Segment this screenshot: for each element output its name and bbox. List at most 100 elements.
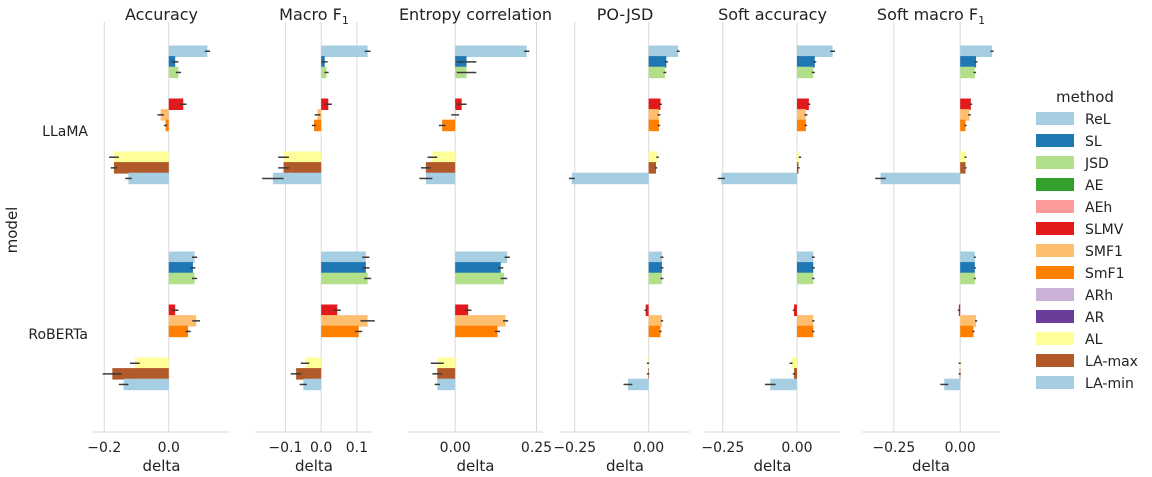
x-tick-label: −0.25	[553, 440, 596, 456]
bar-jsd	[960, 272, 975, 285]
bar-slmv	[168, 98, 184, 110]
bar-slmv	[796, 98, 809, 110]
bar-slmv	[960, 98, 971, 110]
legend-label: AEh	[1085, 200, 1112, 216]
bar-smf1	[960, 109, 970, 121]
bar-la-min	[272, 172, 322, 185]
bar-al	[432, 151, 456, 163]
x-tick-label: 0.0	[310, 440, 332, 456]
legend-swatch	[1036, 288, 1074, 301]
legend-swatch	[1036, 200, 1074, 213]
x-tick-label: 0.0	[158, 440, 180, 456]
bar-smf1	[314, 119, 322, 132]
bar-la-max	[648, 162, 657, 174]
bar-smf1	[455, 315, 506, 327]
bar-smf1	[321, 325, 359, 338]
panel-title-text: PO-JSD	[597, 5, 654, 24]
bar-smf1	[455, 325, 498, 338]
bar-sl	[321, 262, 366, 274]
bar-la-max	[794, 368, 797, 380]
bar-jsd	[796, 272, 814, 285]
legend-label: LA-min	[1085, 376, 1134, 392]
bar-al	[796, 151, 800, 163]
panel-title-text: Macro F	[279, 5, 342, 24]
panel-title: Soft macro F1	[877, 5, 985, 27]
x-tick-label: −0.1	[268, 440, 302, 456]
bar-smf1	[796, 119, 806, 132]
bar-slmv	[794, 304, 797, 316]
panel-title-text: Soft accuracy	[718, 5, 827, 24]
bar-smf1	[796, 325, 814, 338]
bar-slmv	[645, 304, 649, 316]
bar-jsd	[648, 272, 662, 285]
legend-swatch	[1036, 156, 1074, 169]
x-axis-label: delta	[754, 457, 792, 475]
bar-smf1	[442, 119, 456, 132]
bar-al	[960, 151, 966, 163]
bar-al	[134, 357, 169, 369]
bar-rel	[796, 251, 814, 263]
bar-la-max	[283, 162, 322, 174]
bar-la-min	[944, 378, 961, 391]
x-tick-label: 0.00	[633, 440, 664, 456]
bar-sl	[960, 56, 977, 68]
bar-rel	[455, 251, 508, 263]
bar-sl	[796, 262, 814, 274]
legend-label: ReL	[1085, 112, 1111, 128]
legend-swatch	[1036, 354, 1074, 367]
bar-jsd	[796, 66, 814, 79]
bar-jsd	[455, 272, 504, 285]
x-axis-label: delta	[143, 457, 181, 475]
legend-label: SMF1	[1085, 244, 1123, 260]
x-tick-label: −0.25	[872, 440, 915, 456]
panel-title: Soft accuracy	[718, 5, 827, 24]
legend-label: ARh	[1085, 288, 1113, 304]
bar-jsd	[321, 272, 368, 285]
legend-swatch	[1036, 310, 1074, 323]
legend-swatch	[1036, 112, 1074, 125]
bar-jsd	[321, 66, 327, 79]
bar-smf1	[960, 119, 966, 132]
bar-rel	[796, 45, 833, 57]
bar-jsd	[168, 272, 195, 285]
bar-la-min	[770, 378, 797, 391]
y-tick-label: RoBERTa	[28, 327, 88, 343]
legend-swatch	[1036, 266, 1074, 279]
legend-swatch	[1036, 332, 1074, 345]
x-tick-label: −0.2	[87, 440, 121, 456]
panel-title-text: Soft macro F	[877, 5, 978, 24]
x-axis-label: delta	[606, 457, 644, 475]
legend-swatch	[1036, 134, 1074, 147]
panel-title-text: Accuracy	[125, 5, 198, 24]
panel-title-text: Entropy correlation	[399, 5, 552, 24]
panel-title: PO-JSD	[597, 5, 654, 24]
bar-smf1	[648, 109, 659, 121]
bar-la-max	[113, 162, 169, 174]
bar-al	[437, 357, 456, 369]
bar-smf1	[796, 109, 806, 121]
bar-rel	[648, 251, 662, 263]
x-tick-label: 0.00	[781, 440, 812, 456]
bar-al	[648, 151, 658, 163]
bar-la-max	[425, 162, 456, 174]
y-axis-label: model	[3, 207, 21, 254]
bar-jsd	[168, 66, 179, 79]
x-axis-label: delta	[295, 457, 333, 475]
legend-label: LA-max	[1085, 354, 1138, 370]
legend-label: JSD	[1084, 156, 1109, 172]
bar-sl	[960, 262, 975, 274]
x-tick-label: 0.25	[521, 440, 552, 456]
bar-slmv	[321, 304, 338, 316]
panel-title: Macro F1	[279, 5, 349, 27]
legend-label: AE	[1085, 178, 1103, 194]
legend-label: SL	[1085, 134, 1102, 150]
bar-la-min	[627, 378, 649, 391]
bar-la-max	[112, 368, 169, 380]
bar-smf1	[160, 109, 169, 121]
bar-rel	[648, 45, 679, 57]
bar-la-max	[296, 368, 322, 380]
bar-rel	[168, 45, 208, 57]
x-axis-label: delta	[912, 457, 950, 475]
panel-title-subscript: 1	[342, 14, 349, 27]
bar-sl	[648, 262, 662, 274]
